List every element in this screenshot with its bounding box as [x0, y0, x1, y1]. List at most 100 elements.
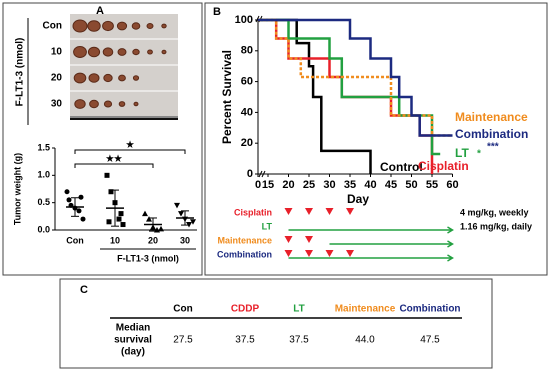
dose-marker	[305, 250, 313, 257]
table-cell: 27.5	[173, 335, 193, 346]
schedule-label: Combination	[217, 249, 272, 259]
survival-curve	[258, 18, 453, 137]
significance-bracket	[74, 149, 186, 154]
data-point	[118, 211, 124, 217]
row-label: Median	[116, 323, 150, 334]
dose-marker	[305, 236, 313, 243]
x-axis-label: F-LT1-3 (nmol)	[117, 253, 179, 263]
table-header: Combination	[399, 304, 460, 315]
tumor	[72, 19, 88, 33]
significance-label: ***	[487, 142, 499, 153]
tumor	[73, 46, 87, 58]
schedule-arrow	[288, 226, 454, 234]
tumor	[87, 46, 101, 58]
tumor	[116, 21, 128, 31]
tumor	[103, 100, 113, 108]
y-tick-label: 100	[235, 14, 253, 26]
x-axis-label: Day	[347, 192, 369, 206]
y-tick-label: 60	[241, 76, 253, 88]
series-label: Combination	[455, 127, 528, 141]
x-tick-label: 10	[110, 235, 120, 245]
tumor	[87, 20, 101, 32]
y-axis-label: Tumor weight (g)	[12, 153, 22, 225]
dose-text: 4 mg/kg, weekly	[460, 207, 529, 217]
row-label: survival	[114, 335, 152, 346]
dose-marker	[346, 250, 354, 257]
series-label: LT	[455, 146, 469, 160]
data-point	[146, 216, 152, 222]
axis-break	[255, 15, 266, 178]
x-tick-label: 40	[364, 179, 376, 191]
dose-marker	[284, 236, 293, 243]
data-point	[120, 222, 126, 228]
dose-marker	[325, 250, 334, 257]
tumor	[102, 20, 114, 32]
significance-label: ★	[126, 139, 135, 149]
tumor	[161, 23, 167, 29]
dose-marker	[284, 250, 293, 257]
dose-marker	[325, 208, 334, 215]
data-point	[178, 211, 184, 217]
table-cell: 37.5	[289, 335, 309, 346]
dose-text: 1.16 mg/kg, daily	[460, 221, 532, 231]
dose-marker	[346, 208, 354, 215]
tumor	[74, 99, 86, 109]
panel-a-frame	[2, 2, 203, 276]
x-tick-label: 20	[148, 235, 158, 245]
data-point	[174, 202, 180, 209]
row-label: (day)	[121, 347, 145, 358]
y-tick-label: 0	[247, 168, 253, 180]
data-point	[66, 197, 72, 203]
x-tick-label: 25	[303, 179, 315, 191]
tumor	[133, 101, 139, 107]
data-point	[80, 216, 86, 222]
y-tick-label: 1.5	[37, 142, 50, 152]
photo-axis-label: F-LT1-3 (nmol)	[15, 38, 26, 107]
table-cell: 37.5	[235, 335, 255, 346]
x-tick-label: 45	[385, 179, 397, 191]
y-tick-label: 80	[241, 45, 253, 57]
panel-label: C	[80, 284, 88, 296]
tumor	[88, 73, 100, 83]
survival-curve	[258, 18, 441, 156]
y-tick-label: 1.0	[37, 170, 50, 180]
tumor	[147, 49, 153, 55]
tumor	[103, 73, 113, 83]
series-label: Maintenance	[455, 110, 528, 124]
schedule-label: LT	[262, 221, 273, 231]
tumor	[118, 101, 126, 107]
tumor	[146, 22, 154, 30]
tumor	[161, 49, 167, 55]
significance-label: *	[477, 149, 481, 160]
y-axis-label: Percent Survival	[220, 50, 234, 144]
survival-curve	[258, 18, 453, 137]
data-point	[64, 189, 70, 195]
dose-marker	[284, 208, 293, 215]
x-tick-label: 55	[426, 179, 438, 191]
schedule-label: Cisplatin	[234, 207, 272, 217]
x-tick-label: Con	[66, 235, 84, 245]
series-label: Control	[380, 160, 423, 174]
panel-label: B	[213, 6, 221, 18]
table-cell: 47.5	[420, 335, 440, 346]
x-tick-label: 20	[282, 179, 294, 191]
tumor	[117, 48, 127, 56]
y-tick-label: 0.5	[37, 197, 50, 207]
x-tick-label: 30	[323, 179, 335, 191]
table-cell: 44.0	[355, 335, 375, 346]
ruler	[70, 116, 178, 120]
data-point	[108, 189, 114, 195]
data-point	[78, 194, 84, 200]
x-tick-label: 15	[262, 179, 274, 191]
tumor	[118, 74, 126, 82]
data-point	[106, 219, 112, 225]
y-tick-label: 0.0	[37, 224, 50, 234]
data-point	[142, 210, 148, 217]
photo-row-label: 10	[51, 47, 63, 58]
dose-marker	[305, 208, 313, 215]
table-header: Maintenance	[335, 304, 396, 315]
tumor	[132, 75, 140, 81]
x-tick-label: 0	[255, 179, 261, 191]
x-tick-label: 60	[446, 179, 458, 191]
